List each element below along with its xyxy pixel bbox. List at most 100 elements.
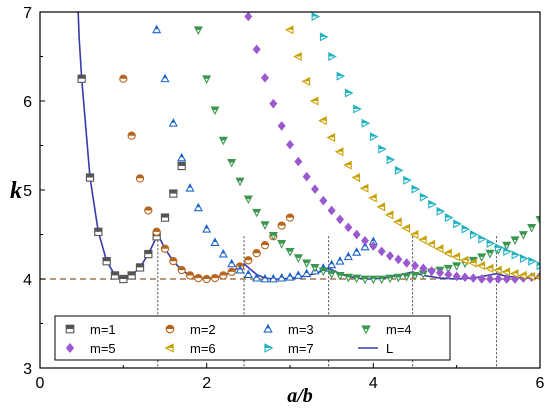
point-m=4 xyxy=(252,208,262,218)
point-m=2 xyxy=(277,221,286,230)
point-m=7 xyxy=(428,199,437,209)
point-m=4 xyxy=(410,272,420,281)
point-m=5 xyxy=(402,258,411,268)
point-m=4 xyxy=(285,247,295,257)
point-m=3 xyxy=(177,152,187,162)
point-m=1 xyxy=(85,173,95,182)
point-m=3 xyxy=(335,256,345,265)
point-m=4 xyxy=(527,223,537,233)
point-m=6 xyxy=(434,244,444,254)
point-m=2 xyxy=(210,273,220,283)
point-m=4 xyxy=(302,259,312,269)
point-m=5 xyxy=(286,139,294,150)
point-m=7 xyxy=(369,132,379,142)
point-m=3 xyxy=(193,202,203,212)
point-m=7 xyxy=(378,144,387,154)
point-m=7 xyxy=(503,246,512,256)
point-m=3 xyxy=(218,248,228,258)
legend-label: m=3 xyxy=(288,322,314,337)
point-m=6 xyxy=(351,173,361,183)
point-m=4 xyxy=(202,75,212,84)
point-m=7 xyxy=(444,213,454,223)
y-tick-label: 6 xyxy=(23,94,32,111)
point-m=4 xyxy=(210,106,220,116)
point-m=6 xyxy=(393,217,402,227)
point-m=5 xyxy=(277,121,286,131)
legend-marker-m=6 xyxy=(164,343,174,353)
point-m=2 xyxy=(169,257,178,266)
legend-box xyxy=(54,315,451,361)
point-m=3 xyxy=(327,259,337,269)
point-m=6 xyxy=(443,248,452,258)
point-m=1 xyxy=(94,227,103,236)
point-m=6 xyxy=(359,183,369,193)
point-m=6 xyxy=(401,223,411,233)
legend-label: m=4 xyxy=(386,322,412,337)
point-m=2 xyxy=(127,131,136,140)
point-m=6 xyxy=(343,160,352,170)
point-m=2 xyxy=(144,206,153,215)
point-m=4 xyxy=(318,267,328,277)
point-m=6 xyxy=(409,229,419,240)
point-m=4 xyxy=(243,195,253,205)
point-m=3 xyxy=(343,251,353,261)
point-m=4 xyxy=(310,263,320,273)
point-m=3 xyxy=(227,258,237,268)
legend-label: m=7 xyxy=(288,341,314,356)
point-m=5 xyxy=(477,274,486,284)
legend-label: L xyxy=(386,341,393,356)
point-m=4 xyxy=(293,254,303,263)
point-m=5 xyxy=(302,171,311,182)
point-m=5 xyxy=(319,195,328,206)
point-m=5 xyxy=(486,274,494,284)
point-m=1 xyxy=(110,271,120,280)
point-m=7 xyxy=(311,12,321,21)
point-m=4 xyxy=(343,273,353,283)
point-m=5 xyxy=(444,269,453,280)
point-m=4 xyxy=(377,275,387,285)
point-m=4 xyxy=(277,239,287,249)
axes xyxy=(39,11,541,369)
point-m=5 xyxy=(327,205,336,216)
point-m=6 xyxy=(309,96,319,106)
point-m=6 xyxy=(326,132,336,143)
point-m=4 xyxy=(518,231,528,240)
point-m=5 xyxy=(261,73,269,83)
point-m=6 xyxy=(451,252,461,262)
point-m=4 xyxy=(502,241,512,251)
point-m=1 xyxy=(119,274,128,284)
point-m=4 xyxy=(335,272,345,281)
legend-marker-m=5 xyxy=(65,342,75,354)
point-m=1 xyxy=(102,257,111,266)
point-m=4 xyxy=(352,274,362,284)
point-m=4 xyxy=(393,273,403,283)
point-m=5 xyxy=(361,235,369,246)
point-m=1 xyxy=(160,213,170,222)
legend-marker-m=7 xyxy=(264,343,274,353)
point-m=3 xyxy=(202,224,212,233)
x-tick-label: 2 xyxy=(202,375,211,392)
y-tick-label: 3 xyxy=(23,361,32,378)
point-m=4 xyxy=(402,272,412,282)
legend-label: m=6 xyxy=(190,341,216,356)
point-m=3 xyxy=(168,118,178,127)
y-tick-label: 7 xyxy=(23,5,32,22)
legend-label: m=5 xyxy=(90,341,116,356)
point-m=3 xyxy=(268,273,278,283)
point-m=4 xyxy=(443,264,453,274)
point-m=5 xyxy=(336,214,344,225)
point-m=5 xyxy=(411,260,419,271)
point-m=1 xyxy=(77,74,86,83)
point-m=4 xyxy=(385,274,395,284)
point-m=4 xyxy=(327,270,337,279)
point-m=4 xyxy=(218,136,228,146)
point-m=5 xyxy=(427,266,436,276)
point-m=4 xyxy=(193,26,203,35)
y-tick-label: 4 xyxy=(23,272,32,289)
point-m=3 xyxy=(260,273,270,283)
point-m=7 xyxy=(386,155,396,165)
point-m=2 xyxy=(219,271,228,280)
point-m=2 xyxy=(152,227,161,236)
y-axis-label: k xyxy=(10,178,22,204)
